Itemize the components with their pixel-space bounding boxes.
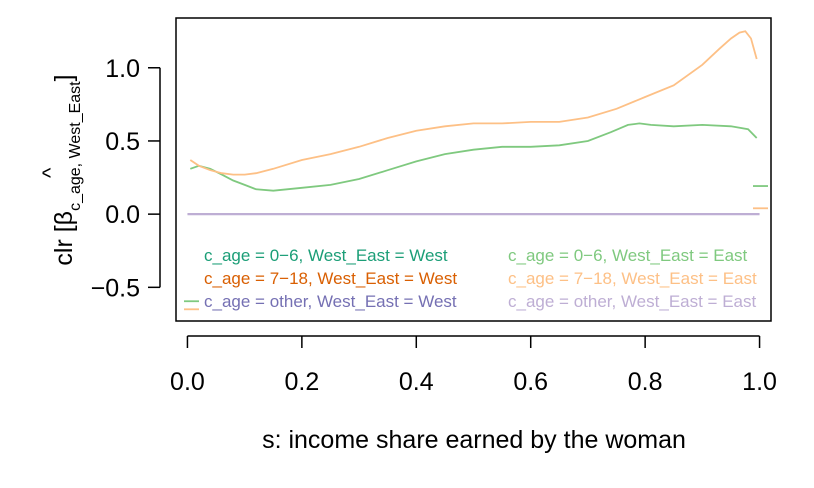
series-line-3: [190, 122, 758, 192]
x-axis-label: s: income share earned by the woman: [262, 426, 686, 454]
series-line-4: [189, 30, 758, 176]
y-tick-label: −0.5: [91, 274, 140, 302]
rug-marks: [184, 185, 768, 311]
plot-frame: [175, 17, 772, 322]
x-tick-label: 0.0: [170, 368, 205, 396]
y-label-hat: ^: [38, 167, 63, 178]
legend-entry-left-0: c_age = 0−6, West_East = West: [204, 246, 448, 265]
svg-text:clr [βc_age, West_East]: clr [βc_age, West_East]: [50, 74, 84, 265]
legend: c_age = 0−6, West_East = West c_age = 7−1…: [204, 246, 757, 311]
x-axis: 0.0 0.2 0.4 0.6 0.8 1.0: [170, 335, 777, 396]
legend-entry-left-1: c_age = 7−18, West_East = West: [204, 269, 457, 288]
x-tick-label: 1.0: [742, 368, 777, 396]
x-tick-label: 0.8: [628, 368, 663, 396]
curves: [189, 30, 758, 192]
x-tick-label: 0.4: [399, 368, 434, 396]
y-tick-label: 1.0: [105, 55, 140, 83]
y-axis-label: clr [βc_age, West_East] ^: [38, 74, 84, 265]
y-tick-label: 0.5: [105, 128, 140, 156]
y-label-beta: β: [50, 211, 78, 225]
y-axis: −0.5 0.0 0.5 1.0: [91, 55, 161, 302]
x-tick-label: 0.6: [513, 368, 548, 396]
x-tick-label: 0.2: [284, 368, 319, 396]
legend-entry-right-0: c_age = 0−6, West_East = East: [508, 246, 748, 265]
y-label-close: ]: [50, 74, 78, 81]
y-label-sub: c_age, West_East: [67, 81, 84, 211]
y-tick-label: 0.0: [105, 201, 140, 229]
legend-entry-right-2: c_age = other, West_East = East: [508, 292, 757, 311]
legend-entry-left-2: c_age = other, West_East = West: [204, 292, 457, 311]
legend-entry-right-1: c_age = 7−18, West_East = East: [508, 269, 757, 288]
y-label-main: clr [: [50, 225, 78, 265]
